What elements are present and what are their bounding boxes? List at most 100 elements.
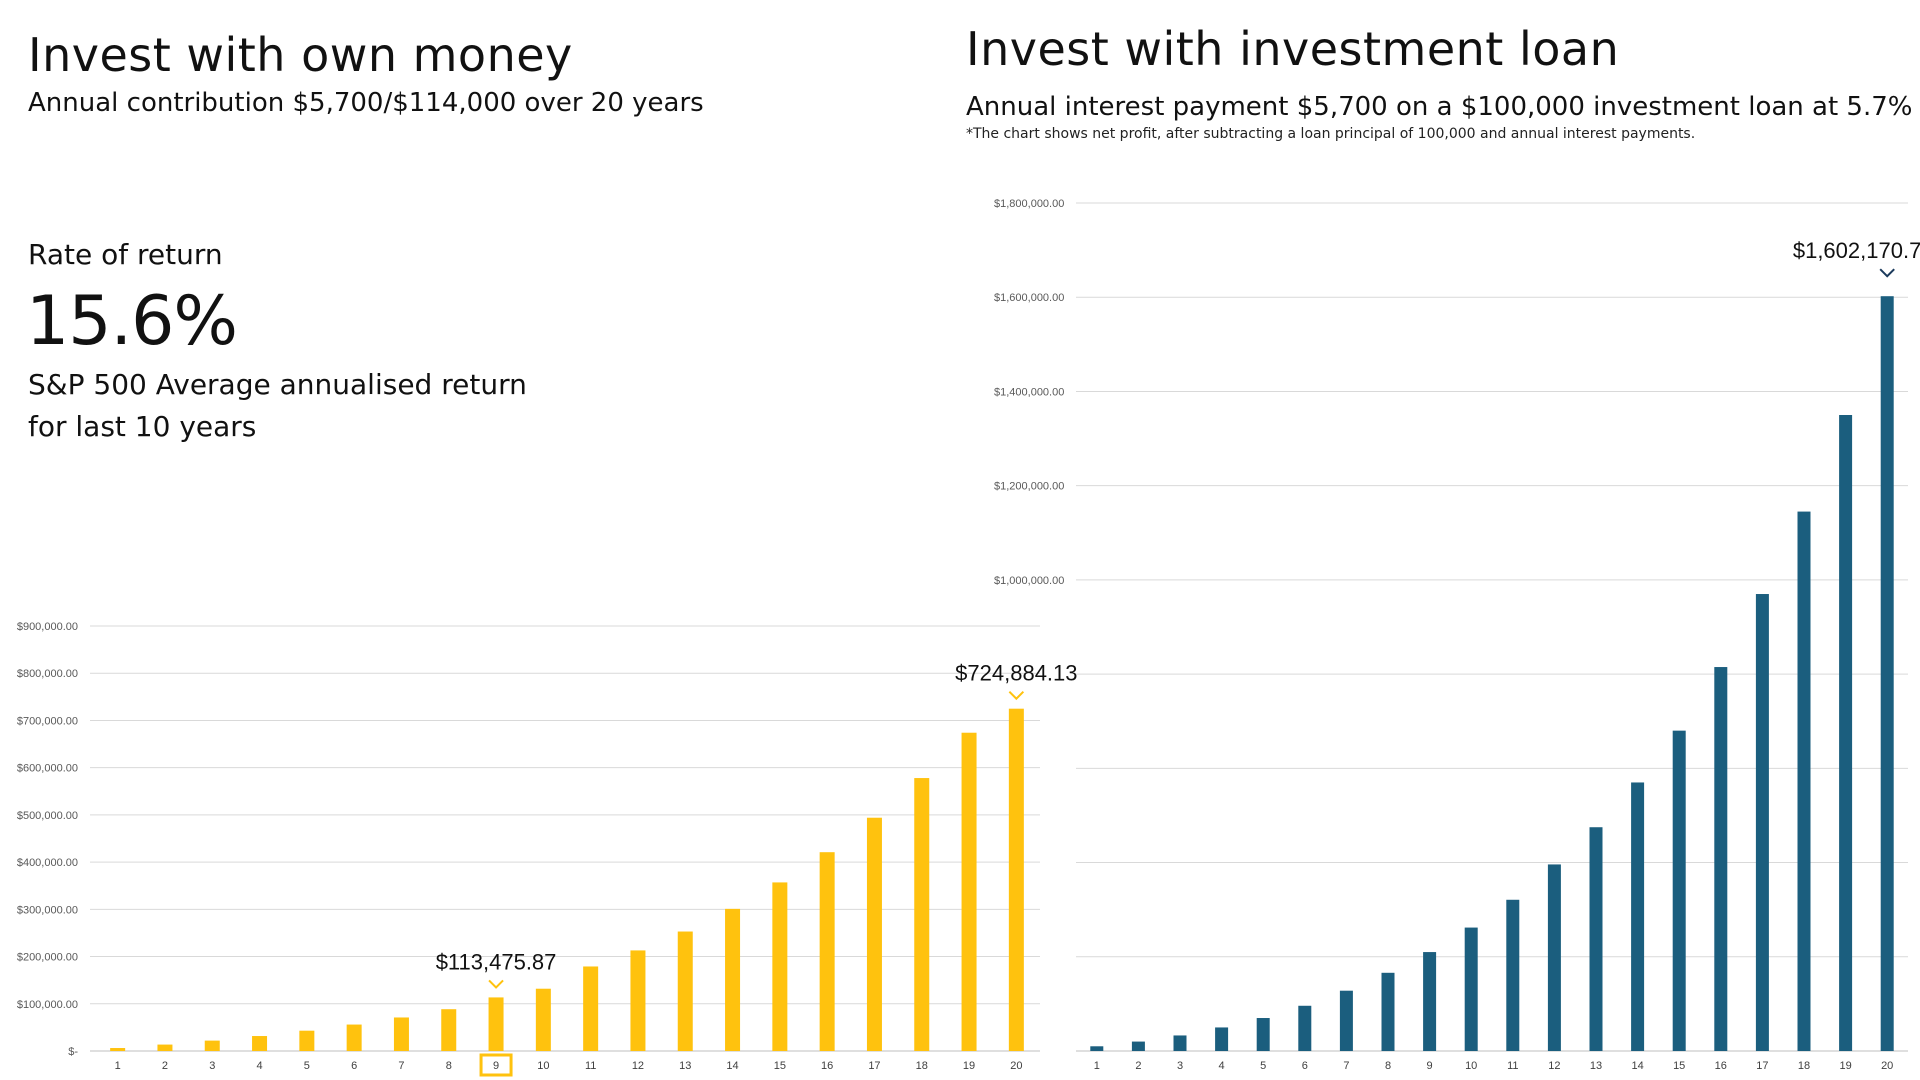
- own-money-ytick-label: $800,000.00: [17, 668, 78, 680]
- investment-loan-bar: [1755, 594, 1769, 1051]
- own-money-bar: [1008, 708, 1024, 1051]
- own-money-xtick-label: 17: [868, 1060, 880, 1072]
- own-money-bar: [961, 732, 977, 1051]
- investment-loan-xtick-label: 5: [1260, 1060, 1266, 1072]
- investment-loan-annotation-chevron-icon: [1879, 268, 1895, 278]
- investment-loan-bar: [1256, 1018, 1270, 1051]
- investment-loan-xtick-label: 19: [1839, 1060, 1851, 1072]
- own-money-ytick-label: $600,000.00: [17, 763, 78, 775]
- left-subtitle: Annual contribution $5,700/$114,000 over…: [28, 88, 704, 118]
- investment-loan-ytick-label: $1,600,000.00: [994, 292, 1064, 304]
- investment-loan-ytick-label: $1,400,000.00: [994, 386, 1064, 398]
- investment-loan-xtick-label: 15: [1673, 1060, 1685, 1072]
- own-money-ytick-label: $-: [68, 1046, 78, 1058]
- own-money-xtick-label: 16: [821, 1060, 833, 1072]
- own-money-data-label: $724,884.13: [955, 661, 1077, 686]
- investment-loan-bar: [1672, 730, 1686, 1051]
- own-money-data-label: $113,475.87: [436, 949, 557, 974]
- own-money-annotation-chevron-icon: [488, 979, 504, 989]
- investment-loan-bar: [1506, 899, 1520, 1051]
- investment-loan-bar: [1714, 667, 1728, 1051]
- own-money-bar: [535, 988, 551, 1051]
- own-money-bar: [677, 931, 693, 1051]
- own-money-bar: [725, 908, 741, 1051]
- own-money-bar: [630, 950, 646, 1051]
- left-title: Invest with own money: [28, 28, 573, 82]
- investment-loan-xtick-label: 1: [1094, 1060, 1100, 1072]
- own-money-xtick-label: 19: [963, 1060, 975, 1072]
- investment-loan-xtick-label: 8: [1385, 1060, 1391, 1072]
- investment-loan-bar: [1631, 782, 1645, 1051]
- investment-loan-bar: [1298, 1005, 1312, 1051]
- investment-loan-xtick-label: 12: [1548, 1060, 1560, 1072]
- investment-loan-xtick-label: 14: [1631, 1060, 1643, 1072]
- own-money-ytick-label: $400,000.00: [17, 857, 78, 869]
- own-money-bar: [441, 1009, 457, 1051]
- investment-loan-bar: [1547, 864, 1561, 1051]
- own-money-xtick-label: 8: [446, 1060, 452, 1072]
- investment-loan-bar: [1880, 296, 1894, 1051]
- own-money-ytick-label: $300,000.00: [17, 904, 78, 916]
- investment-loan-bar: [1215, 1027, 1229, 1051]
- own-money-xtick-label: 9: [493, 1060, 499, 1072]
- investment-loan-xtick-label: 13: [1590, 1060, 1602, 1072]
- investment-loan-bar: [1090, 1046, 1104, 1051]
- own-money-ytick-label: $100,000.00: [17, 999, 78, 1011]
- investment-loan-xtick-label: 2: [1135, 1060, 1141, 1072]
- investment-loan-bar: [1797, 511, 1811, 1052]
- investment-loan-xtick-label: 4: [1219, 1060, 1225, 1072]
- own-money-xtick-label: 2: [162, 1060, 168, 1072]
- own-money-bar: [299, 1030, 315, 1051]
- own-money-bar: [204, 1040, 220, 1051]
- investment-loan-ytick-label: $1,200,000.00: [994, 481, 1064, 493]
- own-money-bar: [914, 778, 930, 1051]
- own-money-xtick-label: 20: [1010, 1060, 1022, 1072]
- investment-loan-xtick-label: 6: [1302, 1060, 1308, 1072]
- investment-loan-ytick-label: $1,000,000.00: [994, 575, 1064, 587]
- own-money-xtick-label: 18: [916, 1060, 928, 1072]
- own-money-xtick-label: 5: [304, 1060, 310, 1072]
- right-title: Invest with investment loan: [966, 22, 1620, 76]
- own-money-xtick-label: 11: [585, 1060, 596, 1072]
- own-money-bar: [583, 966, 599, 1051]
- own-money-xtick-label: 15: [774, 1060, 786, 1072]
- own-money-highlight-box: [479, 1053, 513, 1077]
- investment-loan-xtick-label: 20: [1881, 1060, 1893, 1072]
- own-money-xtick-label: 3: [209, 1060, 215, 1072]
- own-money-ytick-label: $700,000.00: [17, 715, 78, 727]
- own-money-bar: [252, 1036, 268, 1051]
- investment-loan-data-label: $1,602,170.77: [1793, 238, 1920, 263]
- investment-loan-xtick-label: 9: [1427, 1060, 1433, 1072]
- own-money-xtick-label: 10: [537, 1060, 549, 1072]
- own-money-bar: [346, 1024, 362, 1051]
- own-money-ytick-label: $200,000.00: [17, 952, 78, 964]
- own-money-xtick-label: 13: [679, 1060, 691, 1072]
- investment-loan-bar: [1339, 990, 1353, 1051]
- investment-loan-xtick-label: 18: [1798, 1060, 1810, 1072]
- own-money-xtick-label: 1: [115, 1060, 121, 1072]
- own-money-bar: [819, 852, 835, 1051]
- own-money-bar: [772, 882, 788, 1051]
- right-subtitle: Annual interest payment $5,700 on a $100…: [966, 92, 1913, 122]
- rate-of-return-value: 15.6%: [26, 282, 238, 361]
- rate-of-return-label: Rate of return: [28, 238, 223, 271]
- investment-loan-ytick-label: $1,800,000.00: [994, 198, 1064, 210]
- own-money-xtick-label: 14: [726, 1060, 738, 1072]
- investment-loan-bar: [1173, 1035, 1187, 1051]
- own-money-bar: [110, 1048, 126, 1051]
- own-money-bar: [488, 997, 504, 1051]
- investment-loan-bar: [1381, 972, 1395, 1051]
- investment-loan-xtick-label: 11: [1507, 1060, 1518, 1072]
- investment-loan-xtick-label: 7: [1343, 1060, 1349, 1072]
- investment-loan-xtick-label: 10: [1465, 1060, 1477, 1072]
- own-money-bar: [393, 1017, 409, 1051]
- investment-loan-bar: [1423, 952, 1437, 1051]
- own-money-annotation-chevron-icon: [1008, 690, 1025, 701]
- right-note: *The chart shows net profit, after subtr…: [966, 126, 1696, 142]
- own-money-xtick-label: 7: [398, 1060, 404, 1072]
- investment-loan-xtick-label: 17: [1756, 1060, 1768, 1072]
- own-money-xtick-label: 12: [632, 1060, 644, 1072]
- investment-loan-bar: [1464, 927, 1478, 1051]
